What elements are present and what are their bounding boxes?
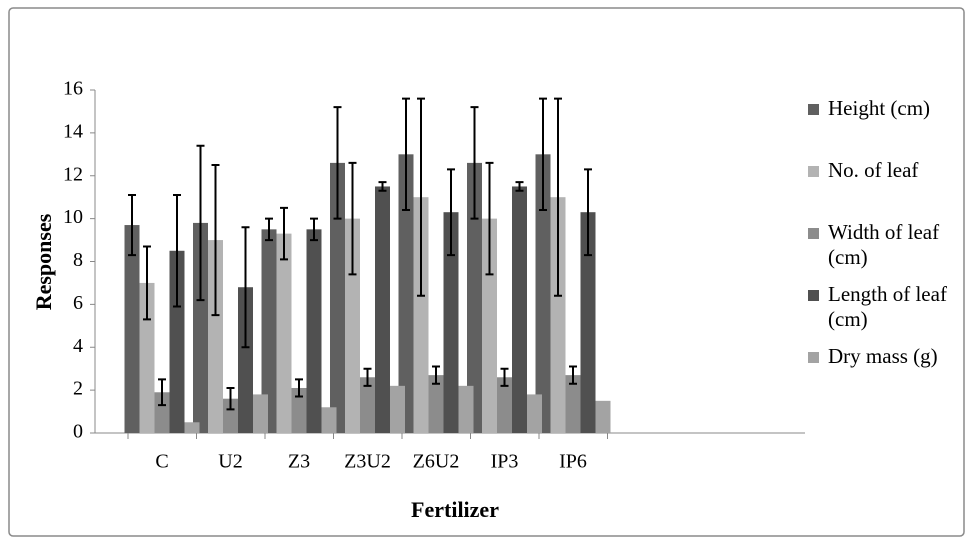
legend-swatch: [808, 104, 819, 115]
legend-item: Length of leaf (cm): [808, 282, 958, 344]
error-bar: [539, 97, 547, 212]
y-tick-label: 2: [73, 378, 83, 400]
error-bar: [333, 106, 342, 220]
error-bar: [295, 378, 303, 398]
error-bar: [158, 378, 166, 407]
error-bar: [515, 181, 524, 192]
y-tick-label: 14: [63, 120, 83, 142]
bar: [458, 385, 474, 433]
bar: [306, 229, 322, 433]
x-axis-title: Fertilizer: [411, 497, 499, 522]
error-bar: [485, 161, 494, 276]
bar: [345, 218, 360, 433]
error-bar: [500, 367, 509, 387]
bar: [595, 400, 611, 433]
error-bar: [447, 168, 455, 257]
bar: [565, 375, 581, 433]
legend-item: Height (cm): [808, 96, 958, 158]
bar: [580, 212, 596, 433]
bar: [428, 375, 444, 433]
x-tick-label: C: [155, 451, 168, 473]
bar: [321, 407, 337, 433]
legend-label: Length of leaf (cm): [828, 282, 947, 331]
bar: [512, 186, 527, 433]
bar: [154, 392, 170, 433]
bar: [223, 398, 238, 433]
bar: [467, 162, 482, 433]
error-bar: [280, 206, 288, 261]
error-bar: [402, 97, 410, 212]
bar: [261, 229, 277, 433]
y-tick-label: 6: [73, 292, 83, 314]
error-bar: [241, 226, 250, 349]
legend-swatch: [808, 166, 819, 177]
legend-item: Width of leaf (cm): [808, 220, 958, 282]
legend-swatch: [808, 352, 819, 363]
bar: [253, 394, 268, 433]
y-axis-title: Responses: [31, 213, 56, 310]
bar: [276, 233, 292, 433]
bar: [238, 287, 253, 433]
bar: [169, 250, 185, 433]
y-tick-label: 16: [63, 78, 83, 100]
bar: [413, 197, 429, 433]
bar: [527, 394, 542, 433]
error-bar: [417, 97, 425, 297]
x-tick-label: Z3U2: [344, 451, 391, 473]
x-tick-label: Z3: [288, 451, 310, 473]
legend-item: No. of leaf: [808, 158, 958, 220]
legend-swatch: [808, 228, 819, 239]
y-tick-label: 4: [73, 335, 83, 357]
bar: [482, 218, 497, 433]
bar: [550, 197, 566, 433]
bar: [291, 387, 307, 433]
x-tick-label: IP6: [559, 451, 587, 473]
legend: Height (cm) No. of leaf Width of leaf (cm)…: [808, 96, 958, 406]
bar: [208, 240, 223, 433]
error-bar: [310, 217, 318, 242]
error-bar: [363, 367, 372, 387]
y-tick-label: 0: [73, 421, 83, 443]
legend-label: Dry mass (g): [828, 344, 938, 368]
error-bar: [584, 168, 592, 257]
bar: [193, 222, 208, 433]
bar: [124, 225, 140, 433]
bar: [375, 186, 390, 433]
y-tick-label: 8: [73, 249, 83, 271]
bar: [535, 154, 551, 433]
bar: [497, 377, 512, 433]
error-bar: [378, 181, 387, 192]
error-bar: [173, 194, 181, 308]
x-tick-label: Z6U2: [413, 451, 460, 473]
x-tick-label: U2: [218, 451, 242, 473]
error-bar: [143, 245, 151, 321]
error-bar: [196, 144, 205, 302]
y-tick-label: 10: [63, 206, 83, 228]
error-bar: [128, 194, 136, 257]
legend-label: No. of leaf: [828, 158, 919, 182]
y-tick-label: 12: [63, 163, 83, 185]
bar: [360, 377, 375, 433]
legend-label: Width of leaf (cm): [828, 220, 940, 269]
legend-label: Height (cm): [828, 96, 931, 120]
bar: [443, 212, 459, 433]
error-bar: [348, 161, 357, 276]
legend-item: Dry mass (g): [808, 344, 958, 406]
x-tick-label: IP3: [491, 451, 519, 473]
error-bar: [554, 97, 562, 297]
error-bar: [265, 217, 273, 242]
error-bar: [569, 365, 577, 385]
error-bar: [432, 365, 440, 385]
error-bar: [211, 164, 220, 317]
bar: [330, 162, 345, 433]
legend-swatch: [808, 290, 819, 301]
bar: [184, 422, 200, 433]
bar: [139, 282, 155, 433]
bar: [390, 385, 405, 433]
bar: [398, 154, 414, 433]
error-bar: [226, 386, 235, 411]
error-bar: [470, 106, 479, 220]
